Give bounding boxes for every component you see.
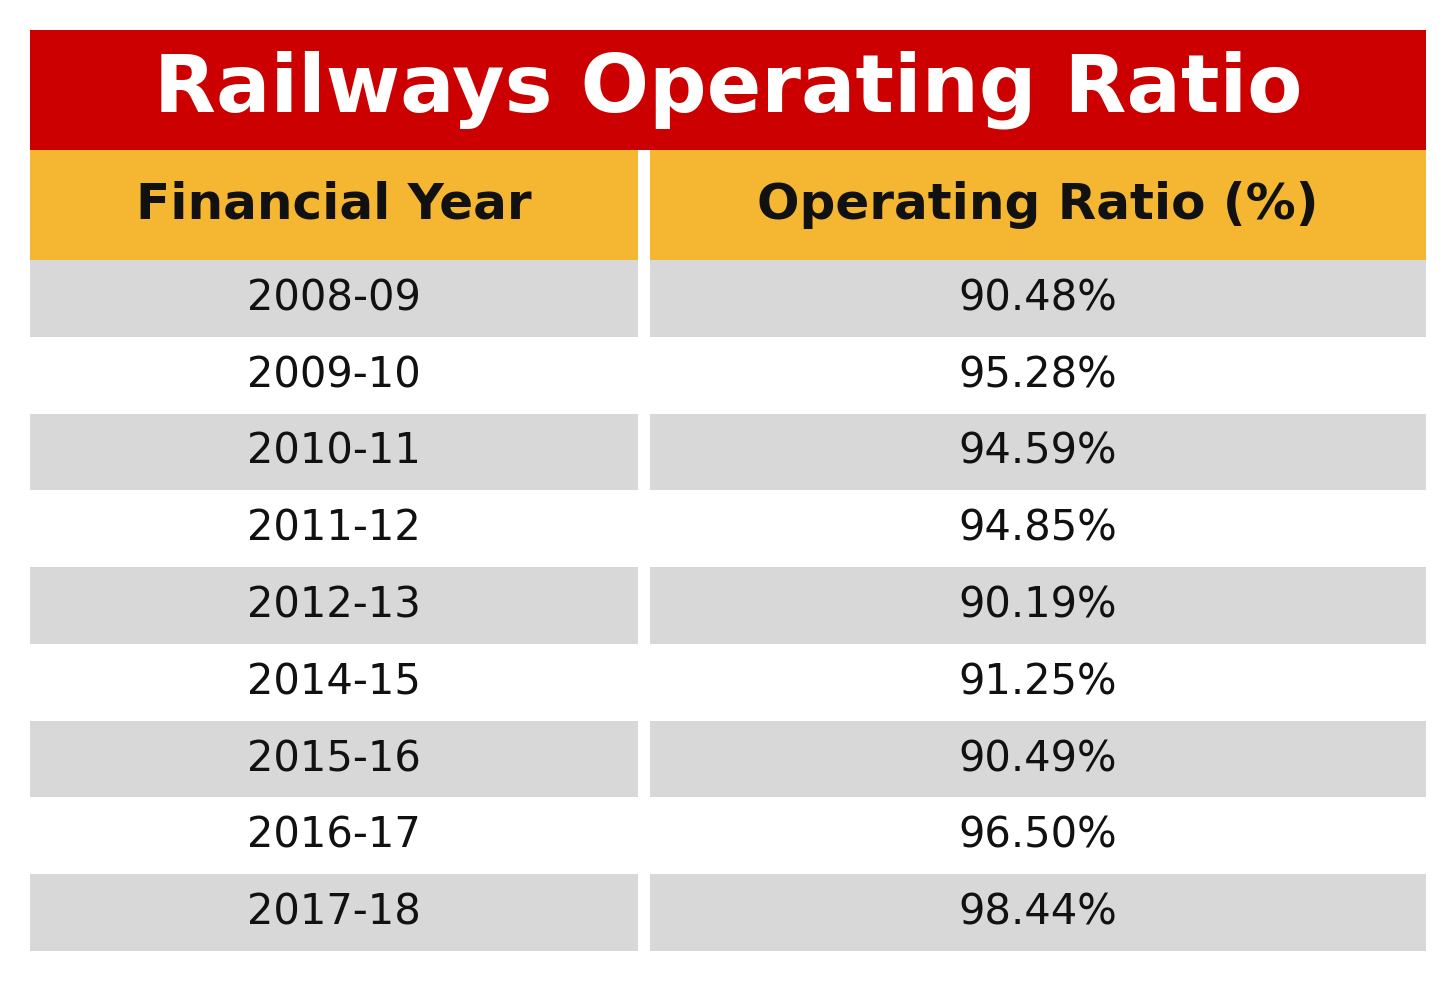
Bar xyxy=(31,721,638,798)
Text: 96.50%: 96.50% xyxy=(960,815,1117,856)
Bar xyxy=(31,644,638,721)
Bar xyxy=(31,260,638,336)
Bar xyxy=(31,414,638,490)
Bar xyxy=(651,414,1425,490)
Text: Operating Ratio (%): Operating Ratio (%) xyxy=(757,181,1319,229)
Text: 91.25%: 91.25% xyxy=(960,661,1117,703)
Bar xyxy=(31,336,638,414)
Bar xyxy=(31,30,1425,150)
Bar xyxy=(31,490,638,567)
Text: 90.49%: 90.49% xyxy=(960,738,1117,780)
Bar xyxy=(31,567,638,644)
Text: 2012-13: 2012-13 xyxy=(248,585,421,627)
Text: Railways Operating Ratio: Railways Operating Ratio xyxy=(154,51,1302,129)
Text: 2016-17: 2016-17 xyxy=(248,815,421,856)
Text: 2008-09: 2008-09 xyxy=(248,278,421,320)
Text: 2014-15: 2014-15 xyxy=(248,661,421,703)
Text: 2015-16: 2015-16 xyxy=(248,738,421,780)
Bar xyxy=(31,798,638,874)
Text: 2011-12: 2011-12 xyxy=(248,508,421,549)
Bar xyxy=(651,874,1425,951)
Text: Financial Year: Financial Year xyxy=(137,181,531,229)
Bar xyxy=(651,260,1425,336)
Text: 98.44%: 98.44% xyxy=(958,892,1118,934)
Bar xyxy=(31,150,638,260)
Text: 2010-11: 2010-11 xyxy=(248,431,421,473)
Text: 94.85%: 94.85% xyxy=(958,508,1118,549)
Bar xyxy=(651,721,1425,798)
Bar xyxy=(651,336,1425,414)
Text: 2017-18: 2017-18 xyxy=(248,892,421,934)
Bar xyxy=(651,644,1425,721)
Bar xyxy=(31,874,638,951)
Text: 95.28%: 95.28% xyxy=(960,354,1117,396)
Bar xyxy=(651,490,1425,567)
Bar xyxy=(651,798,1425,874)
Text: 90.48%: 90.48% xyxy=(958,278,1118,320)
Bar xyxy=(651,150,1425,260)
Text: 94.59%: 94.59% xyxy=(960,431,1117,473)
Text: 2009-10: 2009-10 xyxy=(248,354,421,396)
Text: 90.19%: 90.19% xyxy=(960,585,1117,627)
Bar xyxy=(651,567,1425,644)
